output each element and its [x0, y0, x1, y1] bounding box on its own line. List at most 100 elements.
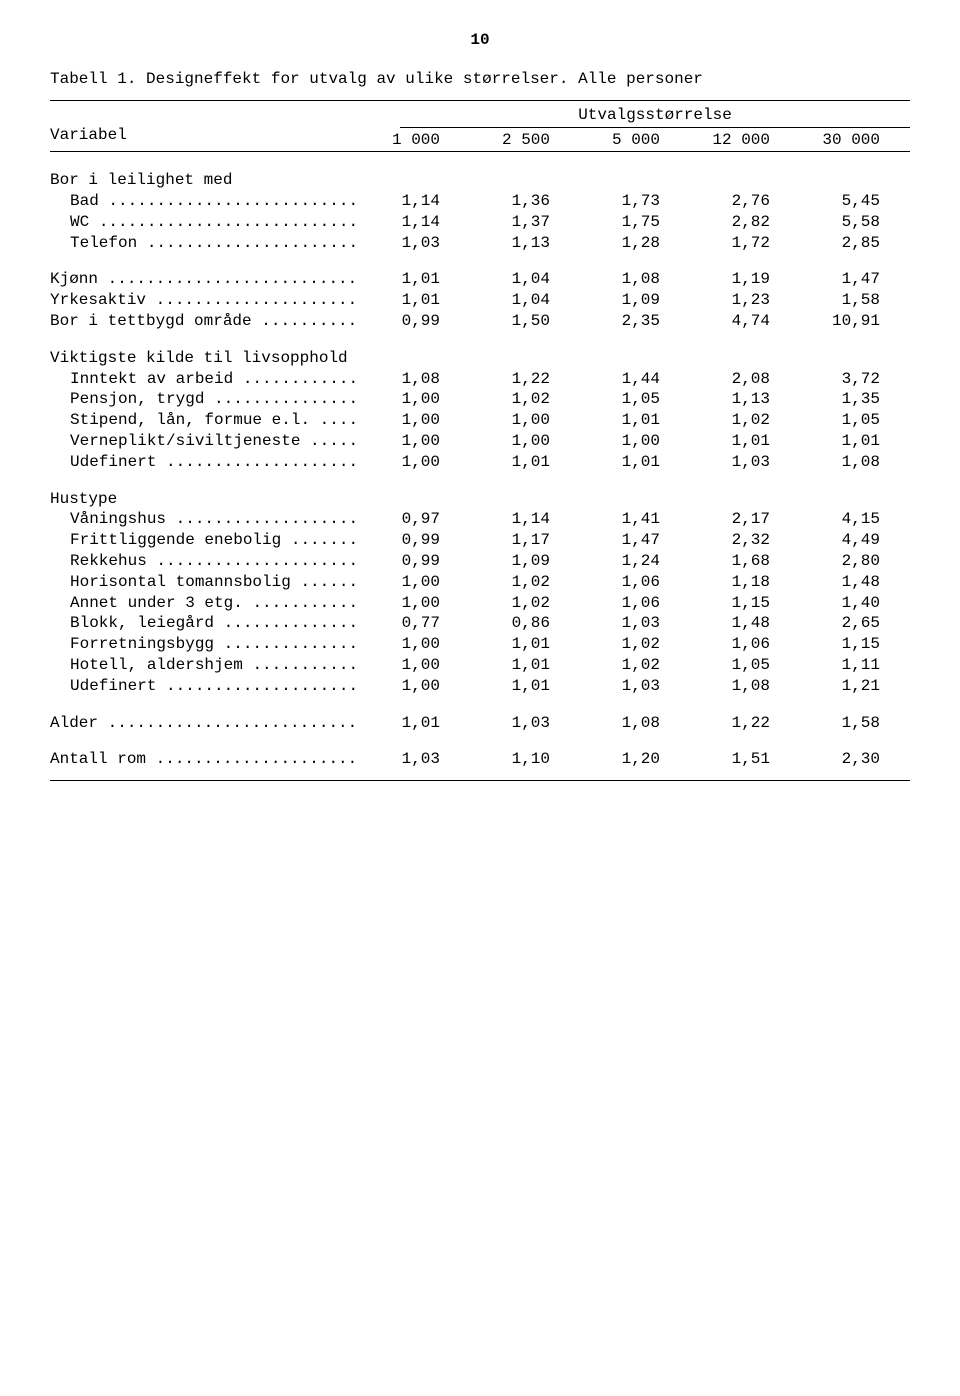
cell-value: 1,01	[360, 713, 470, 734]
cell-value: 1,06	[580, 572, 690, 593]
column-header: 2 500	[470, 130, 580, 151]
cell-value: 1,41	[580, 509, 690, 530]
cell-value: 1,51	[690, 749, 800, 770]
cell-value: 1,08	[580, 269, 690, 290]
cell-value: 1,08	[360, 369, 470, 390]
column-header: 12 000	[690, 130, 800, 151]
cell-value: 4,49	[800, 530, 910, 551]
row-label: Udefinert ..............................…	[50, 676, 360, 697]
table-row: Frittliggende enebolig .................…	[50, 530, 910, 551]
cell-value: 1,01	[470, 655, 580, 676]
table-row: Horisontal tomannsbolig ................…	[50, 572, 910, 593]
cell-value: 1,04	[470, 290, 580, 311]
cell-value: 1,73	[580, 191, 690, 212]
cell-value: 1,01	[360, 290, 470, 311]
column-header: 30 000	[800, 130, 910, 151]
cell-value: 2,35	[580, 311, 690, 332]
cell-value: 1,40	[800, 593, 910, 614]
row-label: Blokk, leiegård ........................…	[50, 613, 360, 634]
section-header-label: Hustype	[50, 489, 360, 510]
section-header-row: Hustype	[50, 489, 910, 510]
cell-value: 1,22	[470, 369, 580, 390]
row-label: Stipend, lån, formue e.l. ..............…	[50, 410, 360, 431]
cell-value: 2,32	[690, 530, 800, 551]
table-row: Verneplikt/siviltjeneste ...............…	[50, 431, 910, 452]
cell-value: 1,00	[360, 634, 470, 655]
row-label: Hotell, aldershjem .....................…	[50, 655, 360, 676]
cell-value: 0,99	[360, 311, 470, 332]
cell-value: 4,74	[690, 311, 800, 332]
cell-value: 1,05	[690, 655, 800, 676]
cell-value: 1,48	[690, 613, 800, 634]
cell-value: 1,14	[470, 509, 580, 530]
cell-value: 1,15	[690, 593, 800, 614]
cell-value: 1,00	[470, 410, 580, 431]
table-title: Tabell 1. Designeffekt for utvalg av uli…	[50, 69, 910, 90]
table-row: WC .....................................…	[50, 212, 910, 233]
row-label: Frittliggende enebolig .................…	[50, 530, 360, 551]
row-label: Kjønn ..................................…	[50, 269, 360, 290]
table-row: Blokk, leiegård ........................…	[50, 613, 910, 634]
cell-value: 1,02	[580, 655, 690, 676]
cell-value: 1,03	[360, 233, 470, 254]
cell-value: 1,00	[360, 676, 470, 697]
cell-value: 1,02	[580, 634, 690, 655]
cell-value: 1,02	[470, 593, 580, 614]
cell-value: 0,86	[470, 613, 580, 634]
table-row: Udefinert ..............................…	[50, 676, 910, 697]
cell-value: 1,08	[800, 452, 910, 473]
cell-value: 1,03	[580, 676, 690, 697]
row-label: Bad ....................................…	[50, 191, 360, 212]
cell-value: 1,08	[580, 713, 690, 734]
cell-value: 1,01	[360, 269, 470, 290]
cell-value: 1,01	[800, 431, 910, 452]
column-headers-row: 1 0002 5005 00012 00030 000	[360, 130, 910, 151]
variabel-header: Variabel	[50, 105, 360, 152]
cell-value: 0,77	[360, 613, 470, 634]
cell-value: 1,50	[470, 311, 580, 332]
cell-value: 5,45	[800, 191, 910, 212]
cell-value: 1,13	[690, 389, 800, 410]
row-label: Yrkesaktiv .............................…	[50, 290, 360, 311]
row-label: Telefon ................................…	[50, 233, 360, 254]
table: Variabel Utvalgsstørrelse 1 0002 5005 00…	[50, 100, 910, 782]
cell-value: 4,15	[800, 509, 910, 530]
table-row: Bad ....................................…	[50, 191, 910, 212]
row-label: Udefinert ..............................…	[50, 452, 360, 473]
cell-value: 2,82	[690, 212, 800, 233]
cell-value: 1,21	[800, 676, 910, 697]
cell-value: 1,68	[690, 551, 800, 572]
cell-value: 1,01	[470, 452, 580, 473]
cell-value: 1,00	[360, 452, 470, 473]
column-header: 1 000	[360, 130, 470, 151]
table-row: Bor i tettbygd område ..................…	[50, 311, 910, 332]
cell-value: 1,10	[470, 749, 580, 770]
cell-value: 1,00	[360, 593, 470, 614]
row-label: Inntekt av arbeid ......................…	[50, 369, 360, 390]
cell-value: 1,48	[800, 572, 910, 593]
cell-value: 1,14	[360, 212, 470, 233]
cell-value: 2,85	[800, 233, 910, 254]
cell-value: 1,47	[580, 530, 690, 551]
cell-value: 1,22	[690, 713, 800, 734]
row-label: Horisontal tomannsbolig ................…	[50, 572, 360, 593]
cell-value: 1,19	[690, 269, 800, 290]
cell-value: 1,00	[360, 431, 470, 452]
cell-value: 1,01	[690, 431, 800, 452]
cell-value: 5,58	[800, 212, 910, 233]
row-label: Forretningsbygg ........................…	[50, 634, 360, 655]
table-row: Annet under 3 etg. .....................…	[50, 593, 910, 614]
row-label: Rekkehus ...............................…	[50, 551, 360, 572]
cell-value: 1,03	[470, 713, 580, 734]
cell-value: 1,11	[800, 655, 910, 676]
table-row: Yrkesaktiv .............................…	[50, 290, 910, 311]
cell-value: 2,17	[690, 509, 800, 530]
cell-value: 1,75	[580, 212, 690, 233]
cell-value: 1,00	[470, 431, 580, 452]
cell-value: 1,28	[580, 233, 690, 254]
section-header-label: Viktigste kilde til livsopphold	[50, 348, 360, 369]
cell-value: 1,37	[470, 212, 580, 233]
cell-value: 1,00	[360, 655, 470, 676]
table-row: Stipend, lån, formue e.l. ..............…	[50, 410, 910, 431]
table-row: Forretningsbygg ........................…	[50, 634, 910, 655]
